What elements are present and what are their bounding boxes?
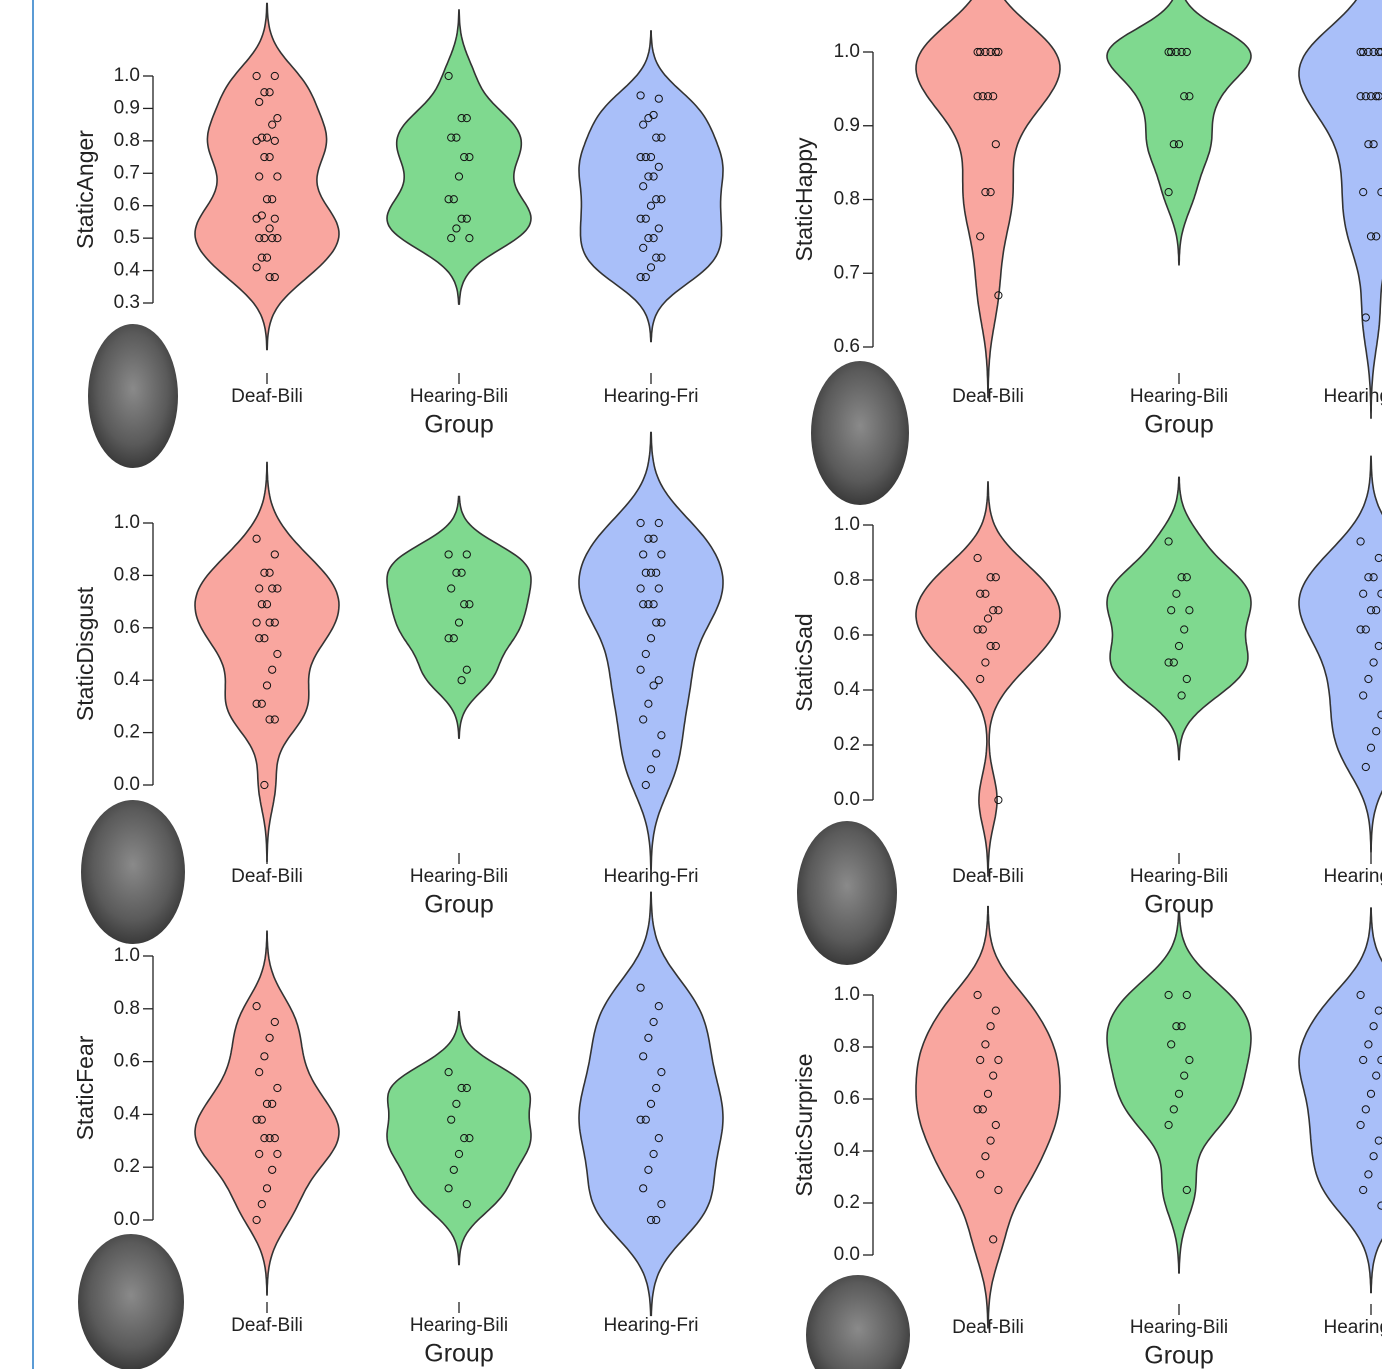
violin [195,931,339,1295]
y-tick-label: 0.9 [114,97,140,118]
y-tick-label: 1.0 [834,984,860,1005]
violin [1107,0,1251,265]
y-tick-label: 0.8 [834,189,860,210]
y-tick-label: 1.0 [834,514,860,535]
x-tick-label: Deaf-Bili [231,866,303,887]
violin [916,0,1060,398]
y-tick-label: 0.0 [834,1244,860,1265]
face-photo [81,800,185,944]
face-photo [806,1275,910,1369]
y-tick-label: 0.8 [834,1036,860,1057]
x-tick-label: Hearing-Bili [1130,386,1228,407]
y-tick-label: 0.4 [114,260,141,281]
x-axis-label: Group [424,1340,493,1368]
y-tick-label: 0.8 [114,130,140,151]
y-tick-label: 0.7 [834,262,860,283]
y-tick-label: 0.8 [114,998,140,1019]
x-axis-label: Group [1144,1342,1213,1369]
y-tick-label: 0.6 [834,624,860,645]
violin [195,463,339,861]
x-tick-label: Hearing-Fri [1323,1317,1382,1338]
y-tick-label: 0.2 [114,1156,140,1177]
y-axis-label: StaticSurprise [791,1053,817,1196]
y-axis-label: StaticFear [72,1035,98,1140]
figure: 0.3 0.4 0.5 0.6 0.7 0.8 0.9 1.0 StaticAnger Group… [0,0,1382,1369]
y-tick-label: 0.4 [114,1103,141,1124]
y-tick-label: 0.2 [114,722,140,743]
violin [1299,908,1382,1292]
violin [1299,456,1382,852]
violin [916,482,1060,876]
y-tick-label: 0.6 [834,336,860,357]
x-tick-label: Hearing-Bili [410,386,508,407]
x-tick-label: Deaf-Bili [231,386,303,407]
y-tick-label: 0.4 [114,669,141,690]
y-axis-label: StaticHappy [791,137,817,262]
face-photo [88,324,178,468]
x-tick-label: Hearing-Fri [603,1315,698,1336]
y-axis-label: StaticAnger [72,130,98,249]
y-axis-label: StaticSad [791,613,817,711]
y-tick-label: 1.0 [114,945,140,966]
y-tick-label: 0.2 [834,1192,860,1213]
x-axis-label: Group [424,891,493,919]
y-tick-label: 0.4 [834,1140,861,1161]
y-tick-label: 0.7 [114,162,140,183]
violin [387,10,531,304]
x-axis-label: Group [1144,411,1213,439]
violin [1107,477,1251,759]
y-tick-label: 0.9 [834,115,860,136]
x-tick-label: Hearing-Fri [1323,386,1382,407]
y-tick-label: 0.6 [114,195,140,216]
violin [1107,912,1251,1273]
y-tick-label: 0.6 [114,1051,140,1072]
face-photo [811,361,909,505]
face-photo [797,821,897,965]
violin [387,1012,531,1265]
violin [387,497,531,739]
y-tick-label: 1.0 [114,512,140,533]
x-tick-label: Hearing-Bili [1130,1317,1228,1338]
x-tick-label: Hearing-Bili [410,1315,508,1336]
y-tick-label: 1.0 [114,65,140,86]
y-tick-label: 0.4 [834,679,861,700]
violin [579,31,723,341]
violin [195,4,339,350]
y-tick-label: 0.8 [834,569,860,590]
y-tick-label: 1.0 [834,41,860,62]
y-tick-label: 0.3 [114,292,140,313]
y-axis-label: StaticDisgust [72,586,98,721]
x-tick-label: Hearing-Fri [603,386,698,407]
violin [916,907,1060,1328]
x-tick-label: Hearing-Fri [1323,866,1382,887]
violin [579,892,723,1315]
y-tick-label: 0.0 [114,1209,140,1230]
y-tick-label: 0.2 [834,734,860,755]
y-tick-label: 0.0 [114,774,140,795]
y-tick-label: 0.5 [114,227,140,248]
violin [1299,0,1382,418]
y-tick-label: 0.0 [834,789,860,810]
x-tick-label: Deaf-Bili [231,1315,303,1336]
x-tick-label: Hearing-Bili [410,866,508,887]
face-photo [78,1234,184,1369]
x-tick-label: Hearing-Bili [1130,866,1228,887]
y-tick-label: 0.6 [114,617,140,638]
y-tick-label: 0.8 [114,564,140,585]
x-axis-label: Group [424,411,493,439]
y-tick-label: 0.6 [834,1088,860,1109]
violin [579,433,723,876]
